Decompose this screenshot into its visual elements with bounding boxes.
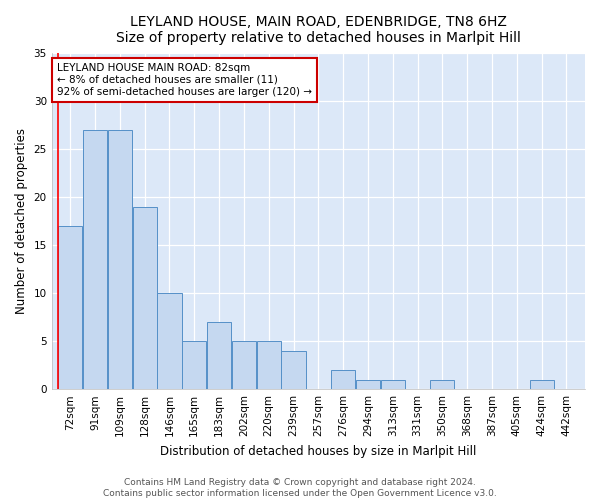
- Bar: [381, 380, 405, 389]
- Bar: [257, 341, 281, 389]
- Bar: [83, 130, 107, 389]
- Bar: [58, 226, 82, 389]
- Bar: [133, 207, 157, 389]
- Title: LEYLAND HOUSE, MAIN ROAD, EDENBRIDGE, TN8 6HZ
Size of property relative to detac: LEYLAND HOUSE, MAIN ROAD, EDENBRIDGE, TN…: [116, 15, 521, 45]
- X-axis label: Distribution of detached houses by size in Marlpit Hill: Distribution of detached houses by size …: [160, 444, 476, 458]
- Bar: [207, 322, 231, 389]
- Bar: [530, 380, 554, 389]
- Bar: [182, 341, 206, 389]
- Bar: [157, 293, 182, 389]
- Text: LEYLAND HOUSE MAIN ROAD: 82sqm
← 8% of detached houses are smaller (11)
92% of s: LEYLAND HOUSE MAIN ROAD: 82sqm ← 8% of d…: [57, 64, 312, 96]
- Bar: [430, 380, 454, 389]
- Bar: [108, 130, 132, 389]
- Bar: [331, 370, 355, 389]
- Y-axis label: Number of detached properties: Number of detached properties: [15, 128, 28, 314]
- Text: Contains HM Land Registry data © Crown copyright and database right 2024.
Contai: Contains HM Land Registry data © Crown c…: [103, 478, 497, 498]
- Bar: [356, 380, 380, 389]
- Bar: [281, 351, 305, 389]
- Bar: [232, 341, 256, 389]
